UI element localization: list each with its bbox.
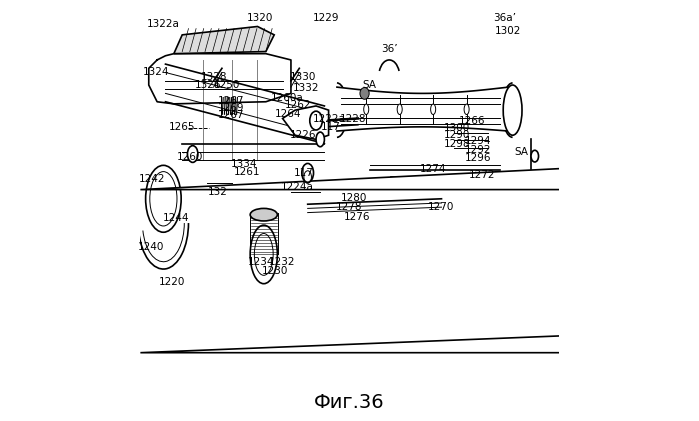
Text: 1229: 1229	[313, 13, 340, 23]
Text: 1300: 1300	[445, 123, 470, 133]
Text: 117: 117	[321, 122, 340, 132]
Text: 1290: 1290	[444, 130, 470, 140]
Text: 1267: 1267	[218, 96, 245, 106]
Text: 1332: 1332	[292, 83, 319, 93]
Text: 1296: 1296	[465, 153, 491, 163]
Text: 36a’: 36a’	[493, 13, 516, 23]
Ellipse shape	[145, 165, 181, 232]
Ellipse shape	[302, 163, 314, 182]
Text: 1320: 1320	[246, 13, 273, 23]
Ellipse shape	[464, 104, 469, 115]
Text: SA: SA	[514, 147, 528, 157]
Text: 1240: 1240	[138, 242, 164, 252]
Ellipse shape	[431, 104, 435, 115]
Text: 1328: 1328	[201, 72, 227, 82]
Polygon shape	[174, 27, 274, 53]
Ellipse shape	[503, 85, 522, 135]
Text: 1272: 1272	[469, 170, 496, 180]
Text: 1220: 1220	[159, 277, 185, 288]
Text: 132: 132	[208, 187, 228, 197]
Text: 1265: 1265	[169, 122, 196, 132]
Text: 1232: 1232	[268, 256, 295, 266]
Text: 1260a: 1260a	[271, 93, 303, 103]
Text: 1260: 1260	[177, 152, 203, 163]
Polygon shape	[140, 328, 699, 353]
Ellipse shape	[316, 132, 324, 147]
Text: 1294: 1294	[465, 136, 491, 147]
Polygon shape	[149, 53, 291, 104]
Text: 1228: 1228	[340, 115, 366, 124]
Text: 1298: 1298	[444, 139, 470, 149]
Text: 1330: 1330	[290, 72, 317, 82]
Ellipse shape	[250, 208, 278, 221]
Text: 1334: 1334	[231, 160, 257, 170]
Text: Фиг.36: Фиг.36	[314, 393, 385, 413]
Text: SA: SA	[363, 80, 377, 90]
Ellipse shape	[363, 104, 369, 115]
Text: 1266: 1266	[459, 116, 485, 125]
Polygon shape	[282, 106, 329, 139]
Text: 1324: 1324	[143, 67, 170, 77]
Text: 1250: 1250	[214, 80, 240, 90]
Ellipse shape	[187, 146, 198, 163]
Text: 1276: 1276	[344, 212, 370, 222]
Text: 1234: 1234	[247, 256, 274, 266]
Text: 1222a: 1222a	[313, 115, 346, 124]
Text: 1326: 1326	[195, 80, 222, 90]
Text: 1280: 1280	[340, 193, 367, 203]
Text: 1322a: 1322a	[147, 19, 180, 29]
Text: 1230: 1230	[262, 266, 288, 276]
Text: 1267: 1267	[218, 110, 245, 120]
Text: 1224a: 1224a	[281, 182, 314, 192]
Text: 1302: 1302	[494, 26, 521, 36]
Text: 1270: 1270	[428, 202, 454, 212]
Text: 1292: 1292	[465, 145, 491, 155]
Ellipse shape	[310, 111, 322, 130]
Text: 1269: 1269	[218, 103, 245, 113]
Text: 1226: 1226	[290, 130, 317, 140]
Text: 1274: 1274	[420, 164, 447, 174]
Text: 117: 117	[294, 168, 313, 178]
Text: 1278: 1278	[336, 202, 363, 212]
Ellipse shape	[360, 88, 369, 99]
Text: 1244: 1244	[163, 213, 189, 223]
Polygon shape	[140, 169, 699, 198]
Text: 1262: 1262	[285, 100, 312, 110]
Text: 1261: 1261	[233, 167, 260, 177]
Text: 1264: 1264	[274, 109, 301, 119]
Ellipse shape	[531, 150, 538, 162]
Text: 1242: 1242	[139, 174, 166, 184]
Text: 36’: 36’	[381, 45, 398, 54]
Ellipse shape	[397, 104, 402, 115]
Ellipse shape	[250, 225, 278, 284]
